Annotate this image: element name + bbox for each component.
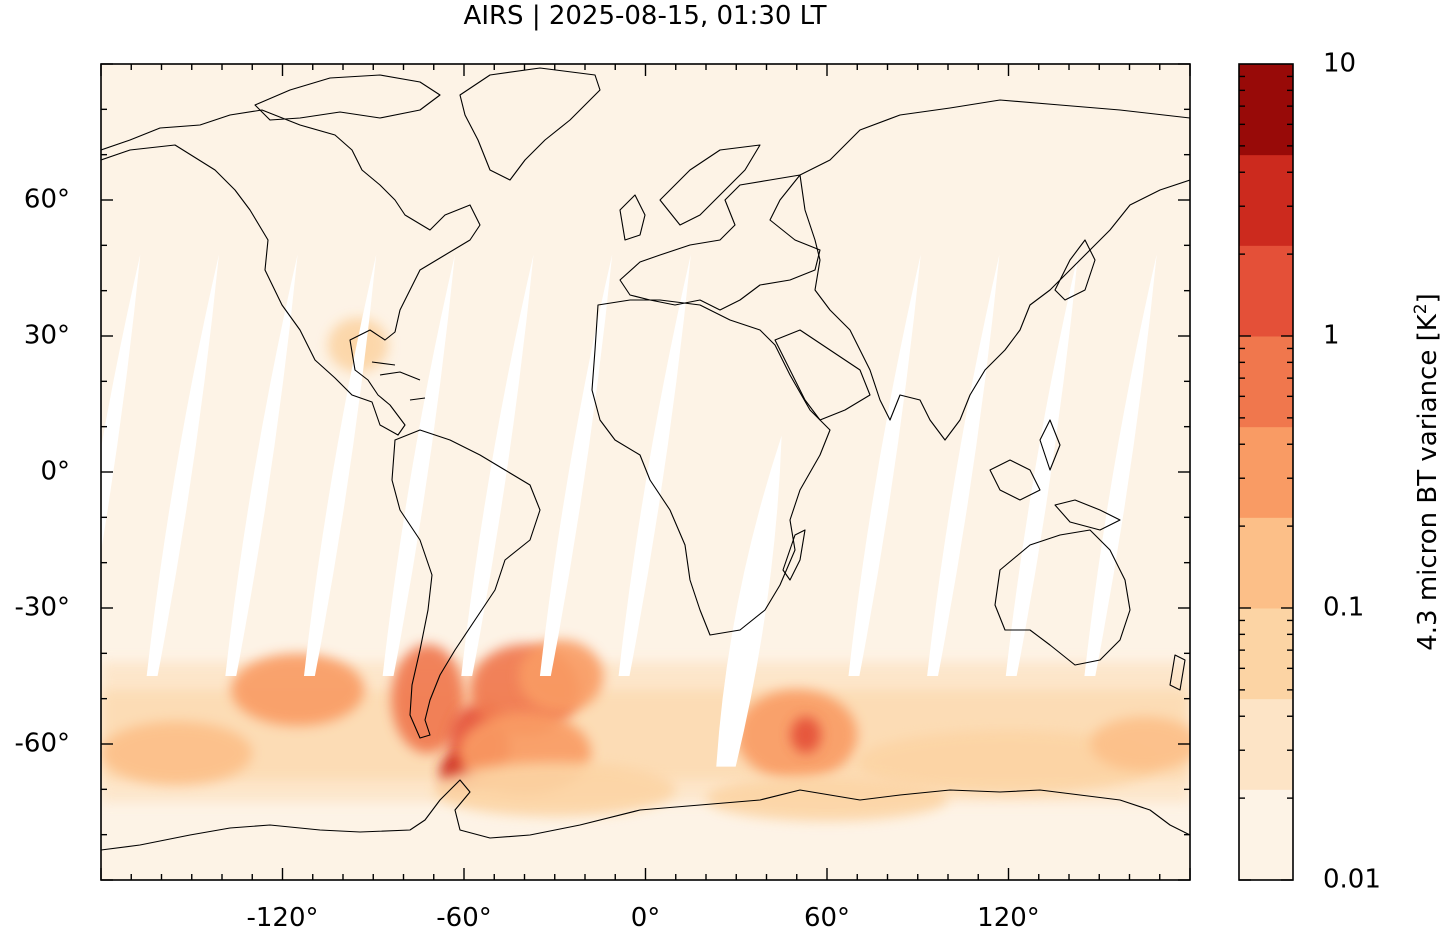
colorbar-tick-label-10: 10 [1323,49,1356,79]
colorbar-label-superscript: 2 [1411,303,1431,314]
coastline-asia [799,99,1190,441]
swath-gap-0 [101,254,141,552]
swath-gap-8 [716,435,782,767]
coastline-arctic-islands [254,74,441,121]
coastline-europe [619,174,821,311]
variance-hotspot-14 [706,775,948,822]
colorbar-frame [1238,63,1294,881]
coastlines [101,67,1190,851]
y-tick-label-0: 0° [40,457,70,487]
coastline-british-isles [619,194,646,241]
coastline-scandinavia [659,144,761,226]
colorbar-segment-1 [1239,698,1293,790]
colorbar-label: 4.3 micron BT variance [K2] [1411,293,1442,651]
swath-gap-1 [146,254,219,676]
coastline-south-america [391,429,541,739]
coastline-africa [591,299,831,636]
map-panel [101,64,1190,880]
swath-gap-4 [382,254,455,676]
colorbar: 10 1 0.1 0.01 4.3 micron BT variance [K2… [1238,49,1442,895]
colorbar-label-close: ] [1413,293,1442,303]
coastline-new-zealand [1169,654,1186,691]
x-tick-label-120: 120° [977,903,1040,930]
map-title: AIRS | 2025-08-15, 01:30 LT [464,1,827,31]
swath-gap-12 [1084,254,1157,676]
swath-gap-10 [927,254,1000,676]
x-tick-label-0: 0° [631,903,661,930]
colorbar-segment-5 [1239,336,1293,428]
y-tick-label-60: 60° [24,185,70,215]
y-tick-label-neg30: -30° [15,593,70,623]
variance-hotspot-11 [1090,716,1190,772]
x-tick-label-neg60: -60° [436,903,491,930]
colorbar-segments [1239,64,1293,881]
colorbar-label-main: 4.3 micron BT variance [K [1413,313,1442,651]
colorbar-segment-4 [1239,426,1293,518]
x-tick-label-neg120: -120° [246,903,318,930]
coastline-antarctica [101,779,1190,851]
variance-hotspot-2 [391,644,465,754]
colorbar-ticks [1239,75,1293,881]
colorbar-segment-0 [1239,789,1293,881]
coastline-japan [1054,239,1096,301]
y-axis-tick-labels: 60° 30° 0° -30° -60° [15,185,70,759]
swath-gap-11 [1005,254,1079,676]
variance-hotspot-0 [231,653,365,726]
swath-gap-2 [225,254,298,676]
colorbar-segment-2 [1239,608,1293,700]
coastline-se-asia-islands [989,419,1121,531]
coastline-caribbean [371,361,426,401]
y-tick-label-30: 30° [24,321,70,351]
colorbar-tick-label-0.1: 0.1 [1323,593,1364,623]
colorbar-segment-3 [1239,517,1293,609]
colorbar-tick-label-0.01: 0.01 [1323,865,1381,895]
coastline-north-america [101,109,481,436]
variance-hotspot-9 [790,716,821,754]
coastline-arabia [774,329,871,421]
x-tick-label-60: 60° [804,903,850,930]
swath-gap-7 [618,254,691,676]
variance-hotspot-1 [101,721,253,785]
variance-hotspot-10 [857,730,1160,794]
variance-hotspot-6 [518,639,604,713]
colorbar-segment-8 [1239,64,1293,156]
swath-gap-9 [848,254,921,676]
variance-hotspot-13 [433,762,676,817]
variance-hotspots [101,317,1190,822]
x-axis-tick-labels: -120° -60° 0° 60° 120° [246,903,1039,930]
map-ticks [100,63,1191,881]
coastline-greenland [459,67,601,181]
colorbar-segment-6 [1239,245,1293,337]
y-tick-label-neg60: -60° [15,729,70,759]
colorbar-segment-7 [1239,154,1293,246]
swath-gap-3 [303,254,377,676]
colorbar-tick-label-1: 1 [1323,321,1340,351]
coastline-madagascar [782,529,806,581]
coastline-australia [994,529,1131,666]
swath-gaps [101,254,1157,767]
